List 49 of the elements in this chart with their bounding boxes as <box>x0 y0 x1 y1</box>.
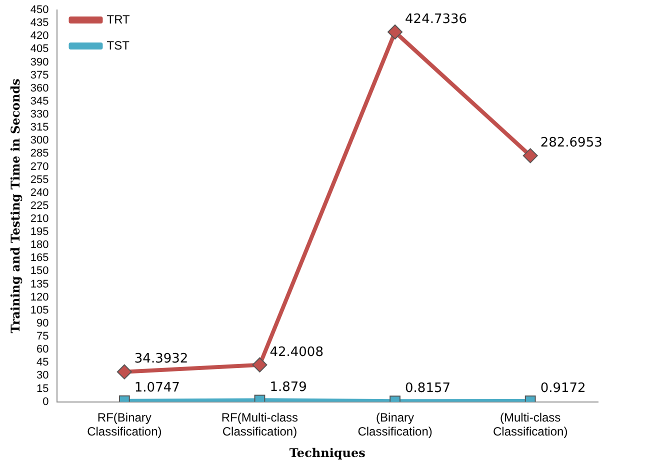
data-label: 1.879 <box>270 380 307 396</box>
y-tick-label: 150 <box>30 265 49 278</box>
data-label: 34.3932 <box>134 352 188 367</box>
y-tick-label: 90 <box>36 317 49 330</box>
y-tick-label: 195 <box>30 226 49 238</box>
y-tick-label: 315 <box>30 122 49 134</box>
legend-label: TRT <box>106 12 131 26</box>
y-tick-label: 120 <box>30 291 49 304</box>
data-label: 42.4008 <box>270 344 324 360</box>
x-tick-label: RF(Multi-class Classification) <box>221 410 298 439</box>
y-tick-label: 135 <box>30 278 49 290</box>
point <box>388 24 403 40</box>
y-tick-label: 210 <box>30 212 49 225</box>
y-axis-title: Training and Testing Time in Seconds <box>8 78 22 334</box>
y-tick-label: 15 <box>36 382 49 395</box>
y-tick-label: 165 <box>30 252 49 264</box>
x-tick-label: RF(Binary Classification) <box>87 410 162 439</box>
y-tick-label: 60 <box>36 344 49 356</box>
y-tick-label: 225 <box>30 200 49 212</box>
data-label: 1.0747 <box>134 380 180 396</box>
y-tick-label: 255 <box>30 174 49 186</box>
y-tick-label: 390 <box>30 56 49 68</box>
y-tick-label: 45 <box>36 356 49 369</box>
data-label: 0.9172 <box>540 380 586 396</box>
data-label: 282.6953 <box>540 136 602 151</box>
y-tick-label: 330 <box>30 108 49 121</box>
y-tick-label: 30 <box>36 370 49 382</box>
data-label: 424.7336 <box>405 12 468 27</box>
point <box>522 148 538 164</box>
y-tick-label: 240 <box>30 186 49 199</box>
y-tick-label: 180 <box>30 239 49 252</box>
y-tick-label: 405 <box>30 43 49 56</box>
x-tick-label: (Binary Classification) <box>358 410 432 439</box>
y-tick-label: 300 <box>30 134 49 147</box>
y-tick-label: 375 <box>30 69 49 82</box>
y-tick-label: 105 <box>30 304 49 316</box>
y-tick-label: 270 <box>30 160 49 173</box>
y-tick-label: 75 <box>36 330 49 343</box>
y-tick-label: 420 <box>30 30 49 42</box>
y-tick-label: 435 <box>30 17 49 30</box>
legend-label: TST <box>106 38 130 52</box>
y-tick-label: 345 <box>30 95 49 108</box>
y-tick-label: 285 <box>30 148 49 160</box>
y-tick-label: 360 <box>30 82 49 94</box>
y-tick-label: 0 <box>42 396 49 408</box>
y-tick-label: 450 <box>30 4 49 16</box>
x-axis-title: Techniques <box>289 446 366 460</box>
data-label: 0.8157 <box>405 380 451 396</box>
x-tick-label: (Multi-class Classification) <box>492 410 568 439</box>
